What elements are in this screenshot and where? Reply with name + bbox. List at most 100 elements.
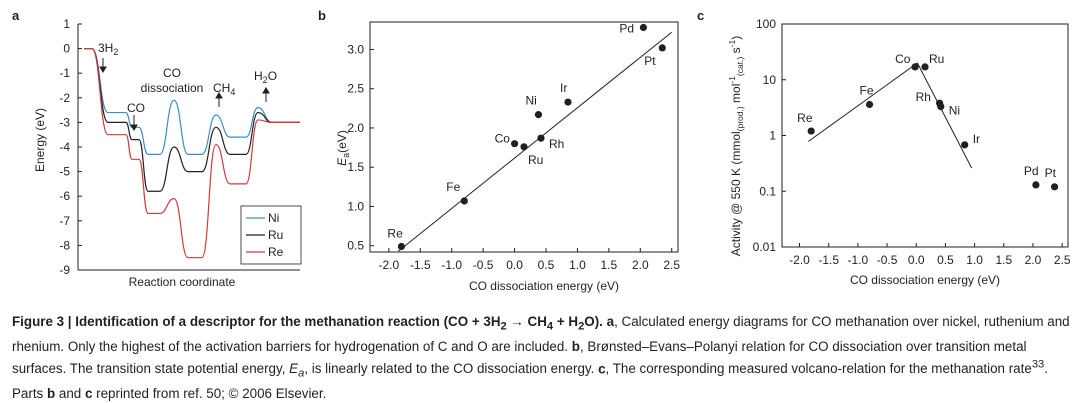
- panel-c-letter: c: [697, 8, 704, 23]
- point-label-ru: Ru: [929, 52, 944, 66]
- point-label-co: Co: [495, 132, 511, 146]
- data-point-rh: [537, 134, 545, 142]
- annotation-co-title: CO: [163, 66, 181, 80]
- data-point-re: [807, 127, 815, 135]
- panel-c-y-axis-label: Activity @ 550 K (mmol(prod.) mol-1(cat.…: [727, 36, 745, 256]
- panel-b-letter: b: [318, 8, 326, 23]
- data-point-pd: [639, 23, 648, 32]
- legend-label-re: Re: [268, 245, 284, 259]
- point-label-pd: Pd: [619, 21, 634, 35]
- x-tick-label: 0.0: [506, 258, 523, 272]
- panel-c-plot: -2.0 -1.5 -1.0 -0.5 0.0 0.5 1.0 1.5 2.0 2.5 0.01 0.…: [753, 17, 1071, 267]
- x-tick-label: 1.5: [601, 258, 618, 272]
- y-tick-label: 2.0: [347, 121, 364, 135]
- plot-frame: [369, 21, 679, 253]
- x-tick-label: 2.5: [663, 258, 680, 272]
- panel-a-y-ticks: 1 0 -1 -2 -3 -4 -5 -6 -7 -8 -9: [59, 17, 82, 277]
- panel-c-x-axis-label: CO dissociation energy (eV): [850, 273, 1000, 287]
- caption-a-letter: a: [606, 314, 615, 329]
- point-label-ni: Ni: [525, 94, 536, 108]
- y-tick-label: -6: [59, 189, 70, 203]
- caption-title: Identification of a descriptor for the m…: [75, 314, 603, 333]
- x-tick-label: -1.0: [441, 258, 462, 272]
- data-point-ru: [921, 63, 929, 71]
- annotation-co: CO: [127, 101, 145, 115]
- x-tick-label: -2.0: [379, 258, 400, 272]
- data-point-re: [397, 242, 406, 251]
- x-tick-label: 0.0: [908, 253, 925, 267]
- x-tick-label: -0.5: [473, 258, 494, 272]
- volcano-line: [807, 62, 973, 169]
- y-tick-label: -3: [59, 115, 70, 129]
- panel-c-volcano-relation: c Activity @ 550 K (mmol(prod.) mol-1(ca…: [697, 8, 1071, 287]
- legend-label-ni: Ni: [268, 211, 279, 225]
- data-point-pt: [1050, 183, 1059, 191]
- x-tick-label: -1.0: [848, 253, 869, 267]
- y-tick-label: -2: [59, 91, 70, 105]
- point-label-rh: Rh: [916, 90, 931, 104]
- figure-caption: Figure 3 | Identification of a descripto…: [12, 312, 1072, 403]
- x-tick-label: -0.5: [877, 253, 898, 267]
- data-point-ir: [961, 141, 969, 149]
- plot-frame: [781, 23, 1069, 248]
- y-tick-label: 1: [769, 129, 776, 143]
- y-tick-label: -1: [59, 66, 70, 80]
- y-tick-label: 1.0: [347, 199, 364, 213]
- point-label-pd: Pd: [1024, 164, 1039, 178]
- x-tick-label: 2.0: [1025, 253, 1042, 267]
- data-point-ir: [564, 98, 572, 106]
- panel-a-series-lines: [83, 47, 300, 259]
- panel-a-annotations: 3H2 CO CO dissociation CH4 H2O: [98, 41, 277, 131]
- x-tick-label: 1.0: [569, 258, 586, 272]
- x-tick-label: -2.0: [789, 253, 810, 267]
- annotation-h2o: H2O: [254, 69, 277, 85]
- data-point-pd: [1032, 181, 1040, 189]
- y-tick-label: 1: [63, 17, 70, 31]
- x-tick-label: 2.5: [1054, 253, 1071, 267]
- panel-b-y-axis-label: Ea(eV): [335, 130, 351, 166]
- data-point-pt: [658, 44, 666, 52]
- x-tick-label: 2.0: [632, 258, 649, 272]
- annotation-3h2: 3H2: [98, 41, 118, 57]
- y-tick-label: -9: [59, 263, 70, 277]
- caption-figure-number: Figure 3 |: [12, 314, 76, 329]
- data-point-ni: [534, 111, 543, 119]
- point-label-co: Co: [895, 52, 911, 66]
- legend-label-ru: Ru: [268, 228, 283, 242]
- panel-a-letter: a: [12, 8, 20, 23]
- data-point-fe: [865, 100, 874, 109]
- x-tick-label: -1.5: [410, 258, 431, 272]
- caption-b-letter: b: [571, 338, 580, 354]
- panel-a-y-axis-label: Energy (eV): [33, 108, 47, 172]
- point-label-fe: Fe: [446, 180, 460, 194]
- y-tick-label: 100: [756, 17, 776, 31]
- data-point-co: [911, 63, 919, 71]
- fit-line: [397, 31, 673, 252]
- caption-b-text: , Brønsted–Evans–Polanyi relation for CO…: [12, 338, 1027, 380]
- point-label-pt: Pt: [644, 54, 656, 68]
- point-label-ir: Ir: [973, 132, 980, 146]
- panel-b-bep-relation: b Ea(eV) CO dissociation energy (eV) -2.…: [318, 8, 680, 293]
- x-tick-label: 0.5: [937, 253, 954, 267]
- y-tick-label: -4: [59, 140, 70, 154]
- x-tick-label: -1.5: [818, 253, 839, 267]
- y-tick-label: 10: [763, 73, 777, 87]
- y-tick-label: 0.1: [759, 184, 776, 198]
- y-tick-label: 3.0: [347, 42, 364, 56]
- point-label-re: Re: [387, 227, 403, 241]
- data-point-fe: [460, 197, 468, 205]
- y-tick-label: -8: [59, 238, 70, 252]
- point-label-ir: Ir: [560, 81, 567, 95]
- figure-3: a Energy (eV) Reaction coordinate 10 -1 -2…: [12, 8, 1071, 293]
- y-tick-label: 0.01: [753, 240, 777, 254]
- y-tick-label: -7: [59, 214, 70, 228]
- series-line-ru: [83, 47, 300, 192]
- point-label-fe: Fe: [860, 83, 874, 97]
- y-tick-label: -5: [59, 165, 70, 179]
- data-point-ni: [937, 102, 945, 111]
- caption-c-letter: c: [598, 361, 606, 377]
- point-label-ni: Ni: [949, 104, 960, 118]
- panel-a-x-axis-label: Reaction coordinate: [129, 275, 236, 289]
- panel-a-legend: Ni Ru Re: [240, 205, 302, 265]
- data-point-co: [510, 140, 519, 148]
